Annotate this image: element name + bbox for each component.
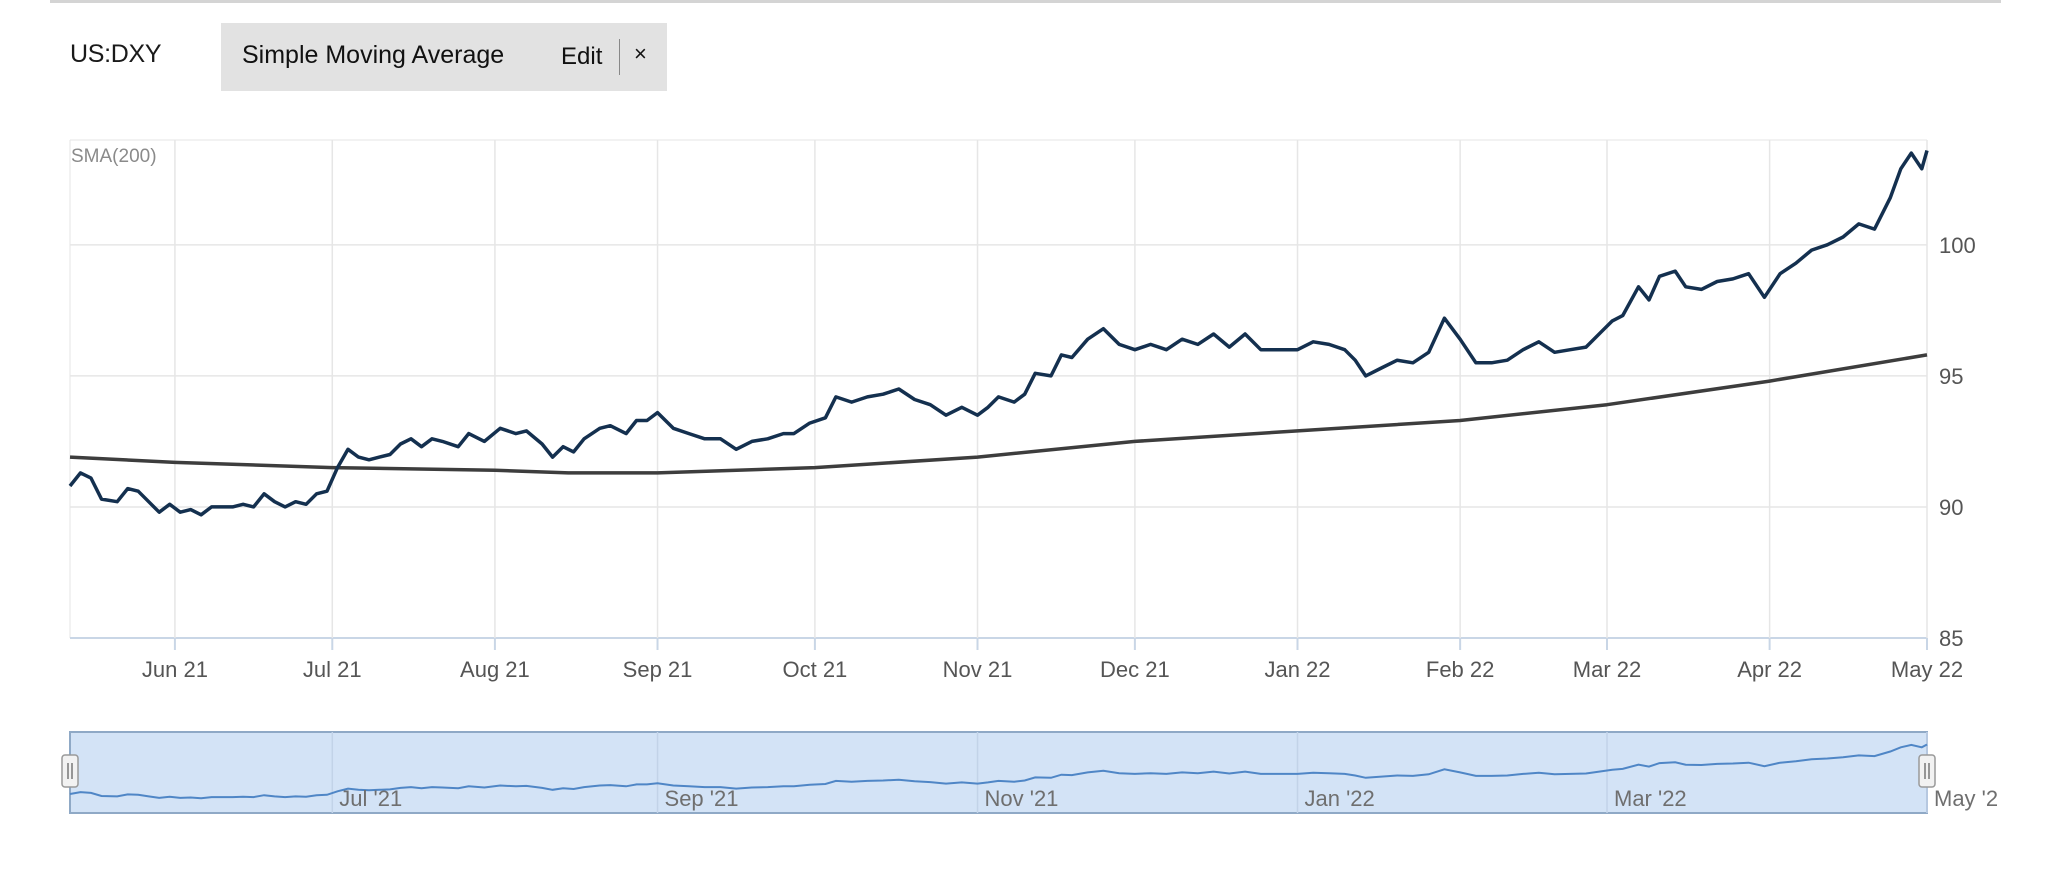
- top-divider: [50, 0, 2001, 3]
- y-tick-label: 85: [1939, 626, 1963, 651]
- sma-line: [69, 353, 1928, 475]
- remove-indicator-button[interactable]: ×: [634, 41, 647, 66]
- x-tick-label: Mar 22: [1573, 657, 1641, 682]
- navigator-label: Nov '21: [985, 786, 1059, 811]
- left-range-handle[interactable]: [61, 754, 79, 788]
- y-tick-label: 100: [1939, 233, 1976, 258]
- x-tick-label: Jun 21: [142, 657, 208, 682]
- navigator-label: Mar '22: [1614, 786, 1687, 811]
- y-tick-label: 90: [1939, 495, 1963, 520]
- sma-series: [69, 353, 1928, 475]
- x-axis: Jun 21 Jul 21 Aug 21 Sep 21 Oct 21 Nov 21 Dec …: [142, 657, 1963, 682]
- x-tick-label: Nov 21: [943, 657, 1013, 682]
- edit-indicator-button[interactable]: Edit: [561, 43, 603, 70]
- symbol-label: US:DXY: [70, 40, 162, 68]
- navigator-label: Jul '21: [339, 786, 402, 811]
- indicator-name: Simple Moving Average: [242, 41, 505, 69]
- grid-lines: [69, 139, 1928, 650]
- x-tick-label: Feb 22: [1426, 657, 1495, 682]
- x-tick-label: Jul 21: [303, 657, 362, 682]
- indicator-chip: Simple Moving Average Edit ×: [221, 23, 667, 91]
- x-tick-label: May 22: [1891, 657, 1963, 682]
- range-navigator[interactable]: Jul '21 Sep '21 Nov '21 Jan '22 Mar '22 May '…: [61, 731, 1998, 814]
- indicator-label: SMA(200): [71, 146, 157, 167]
- chip-divider: [619, 39, 620, 75]
- x-tick-label: Dec 21: [1100, 657, 1170, 682]
- price-line: [68, 150, 1929, 517]
- x-tick-label: Sep 21: [623, 657, 693, 682]
- y-tick-label: 95: [1939, 364, 1963, 389]
- x-tick-label: Apr 22: [1737, 657, 1802, 682]
- navigator-label: May '2: [1934, 786, 1998, 811]
- navigator-line: [69, 743, 1928, 800]
- navigator-label: Jan '22: [1305, 786, 1375, 811]
- x-tick-label: Aug 21: [460, 657, 530, 682]
- navigator-label: Sep '21: [665, 786, 739, 811]
- y-axis: 85 90 95 100: [1939, 233, 1976, 651]
- price-series: [68, 150, 1929, 517]
- x-tick-label: Oct 21: [782, 657, 847, 682]
- right-range-handle[interactable]: [1918, 754, 1936, 788]
- x-tick-label: Jan 22: [1264, 657, 1330, 682]
- navigator-selection: [69, 731, 1928, 814]
